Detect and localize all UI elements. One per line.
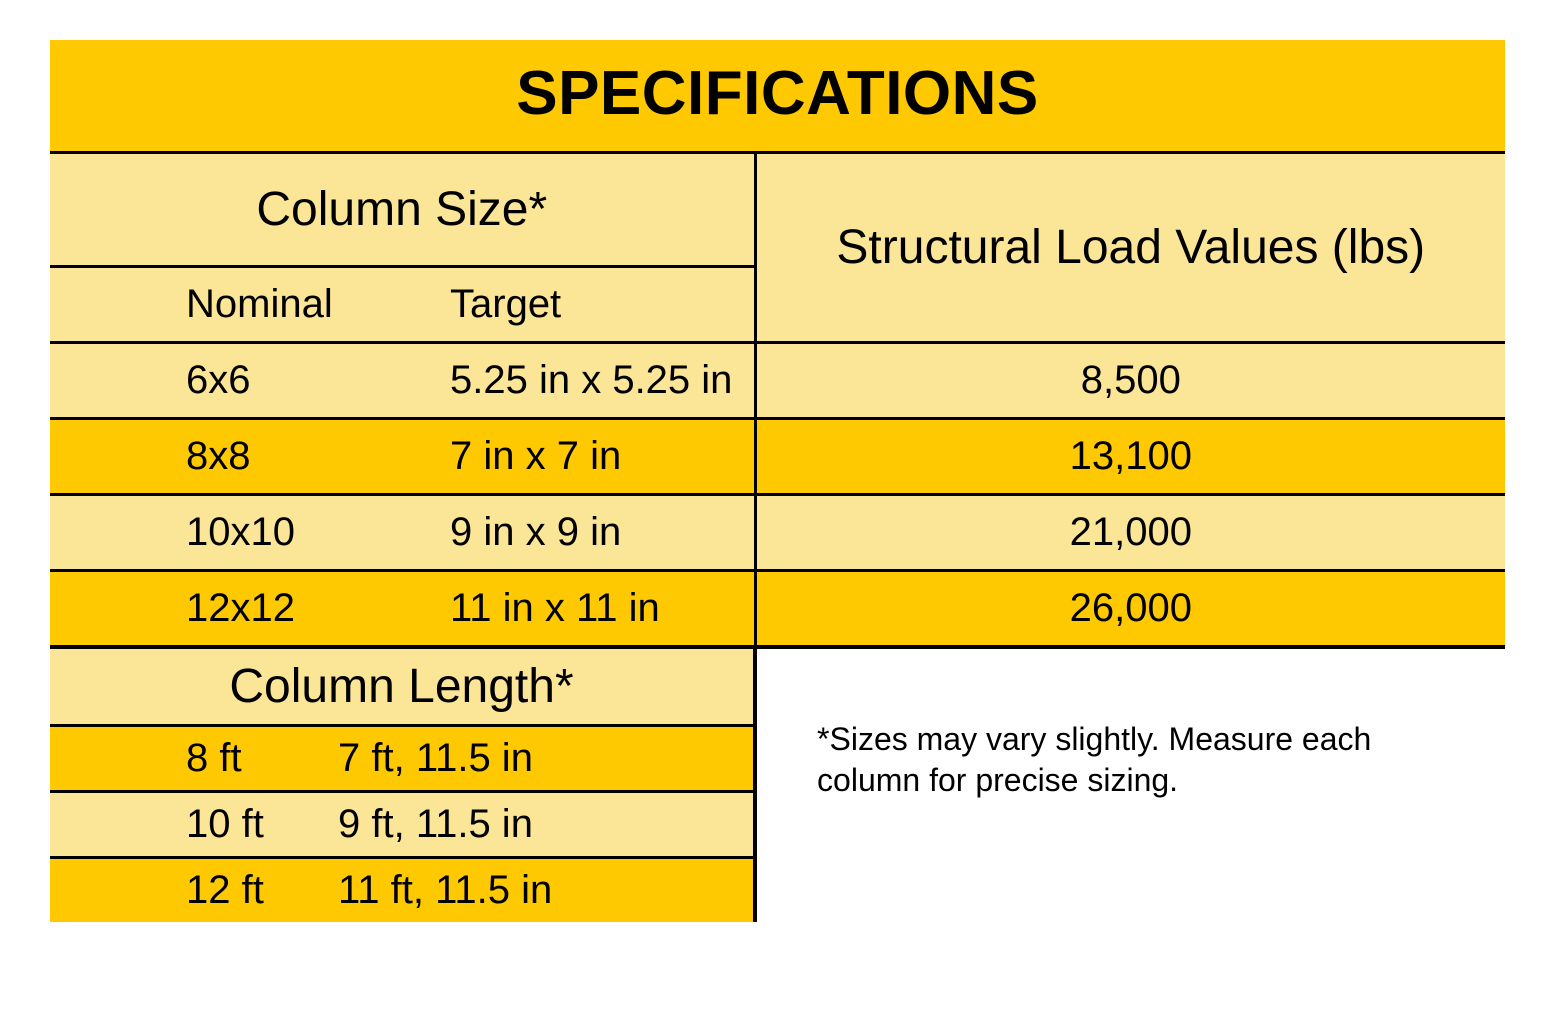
size-load-cell: 8,500 xyxy=(755,343,1505,419)
length-target-cell: 9 ft, 11.5 in xyxy=(298,792,755,858)
size-load-cell: 21,000 xyxy=(755,495,1505,571)
length-nominal-cell: 10 ft xyxy=(50,792,298,858)
nominal-header: Nominal xyxy=(50,266,410,342)
table-row: 10x10 9 in x 9 in 21,000 xyxy=(50,495,1505,571)
length-target-cell: 7 ft, 11.5 in xyxy=(298,726,755,792)
specifications-table: Column Size* Structural Load Values (lbs… xyxy=(50,151,1505,922)
structural-load-header: Structural Load Values (lbs) xyxy=(755,153,1505,343)
length-nominal-cell: 8 ft xyxy=(50,726,298,792)
size-load-cell: 26,000 xyxy=(755,571,1505,648)
table-row: 12x12 11 in x 11 in 26,000 xyxy=(50,571,1505,648)
size-target-cell: 5.25 in x 5.25 in xyxy=(410,343,755,419)
table-row: 6x6 5.25 in x 5.25 in 8,500 xyxy=(50,343,1505,419)
length-nominal-cell: 12 ft xyxy=(50,858,298,923)
title-bar: SPECIFICATIONS xyxy=(50,40,1505,151)
size-nominal-cell: 10x10 xyxy=(50,495,410,571)
footnote: *Sizes may vary slightly. Measure each c… xyxy=(755,647,1505,922)
size-nominal-cell: 6x6 xyxy=(50,343,410,419)
size-nominal-cell: 8x8 xyxy=(50,419,410,495)
size-target-cell: 7 in x 7 in xyxy=(410,419,755,495)
column-size-header: Column Size* xyxy=(50,153,755,267)
column-length-header: Column Length* xyxy=(50,647,755,726)
table-row: 8x8 7 in x 7 in 13,100 xyxy=(50,419,1505,495)
size-nominal-cell: 12x12 xyxy=(50,571,410,648)
size-load-cell: 13,100 xyxy=(755,419,1505,495)
length-target-cell: 11 ft, 11.5 in xyxy=(298,858,755,923)
page-title: SPECIFICATIONS xyxy=(50,58,1505,129)
size-target-cell: 11 in x 11 in xyxy=(410,571,755,648)
specifications-panel: SPECIFICATIONS Column Size* Structural L… xyxy=(50,40,1505,922)
target-header: Target xyxy=(410,266,755,342)
size-target-cell: 9 in x 9 in xyxy=(410,495,755,571)
